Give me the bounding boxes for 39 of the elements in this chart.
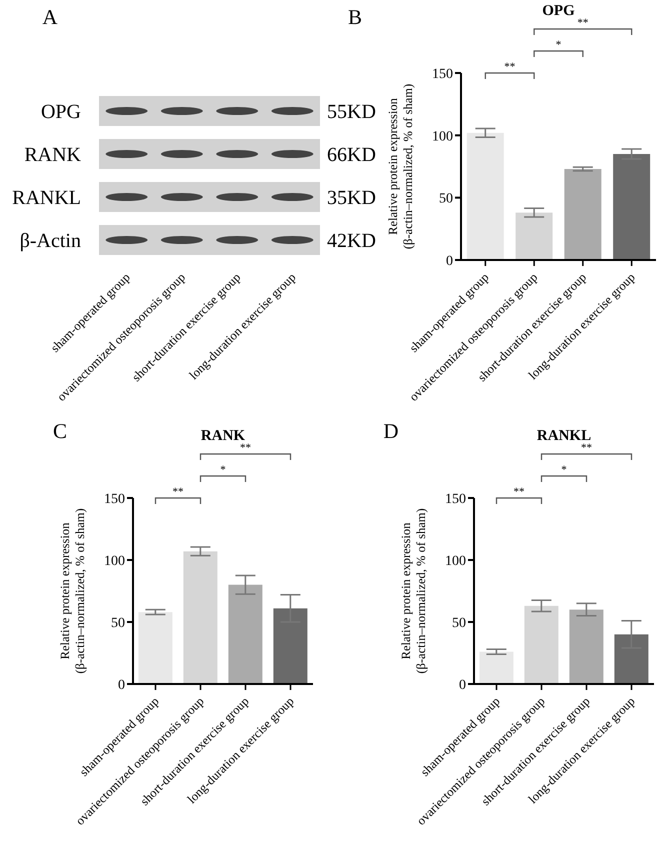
- y-tick-label: 50: [439, 192, 453, 207]
- text: A: [42, 5, 58, 29]
- y-tick-label: 150: [432, 66, 453, 82]
- text: 42KD: [327, 230, 376, 252]
- y-tick-label: 50: [452, 616, 466, 631]
- y-axis-title: Relative protein expression (β-actin–normalized, % of sham): [399, 508, 428, 674]
- y-axis-title: Relative protein expression (β-actin–normalized, % of sham): [386, 84, 415, 250]
- text: β-Actin: [20, 230, 81, 252]
- text: OPG: [40, 101, 81, 123]
- text: B: [348, 5, 362, 29]
- text: 66KD: [327, 144, 376, 166]
- y-tick-label: 100: [432, 129, 453, 144]
- y-tick-label: 100: [104, 554, 125, 569]
- annotation: **: [514, 486, 524, 498]
- text: D: [383, 419, 399, 443]
- y-axis-title: Relative protein expression (β-actin–normalized, % of sham): [58, 508, 87, 674]
- y-tick-label: 0: [446, 254, 453, 269]
- y-tick-label: 50: [111, 616, 125, 631]
- y-tick-label: 150: [104, 492, 125, 507]
- chart-title: OPG: [542, 3, 576, 19]
- text: C: [52, 419, 68, 443]
- text: *: [561, 464, 567, 476]
- chart-title: RANK: [200, 428, 246, 444]
- text: **: [504, 61, 516, 73]
- text: **: [581, 442, 592, 454]
- text: RANK: [24, 144, 82, 166]
- text: **: [240, 442, 251, 454]
- text: 55KD: [327, 101, 376, 123]
- text: 35KD: [327, 187, 376, 209]
- y-tick-label: 150: [445, 492, 466, 507]
- text: *: [220, 464, 226, 476]
- chart-title: RANKL: [536, 428, 592, 444]
- annotation: **: [172, 486, 184, 498]
- text: RANKL: [12, 187, 81, 209]
- y-tick-label: 0: [118, 678, 125, 693]
- text: **: [577, 17, 588, 29]
- y-tick-label: 0: [459, 678, 466, 693]
- text: *: [556, 39, 562, 51]
- y-tick-label: 100: [445, 554, 466, 569]
